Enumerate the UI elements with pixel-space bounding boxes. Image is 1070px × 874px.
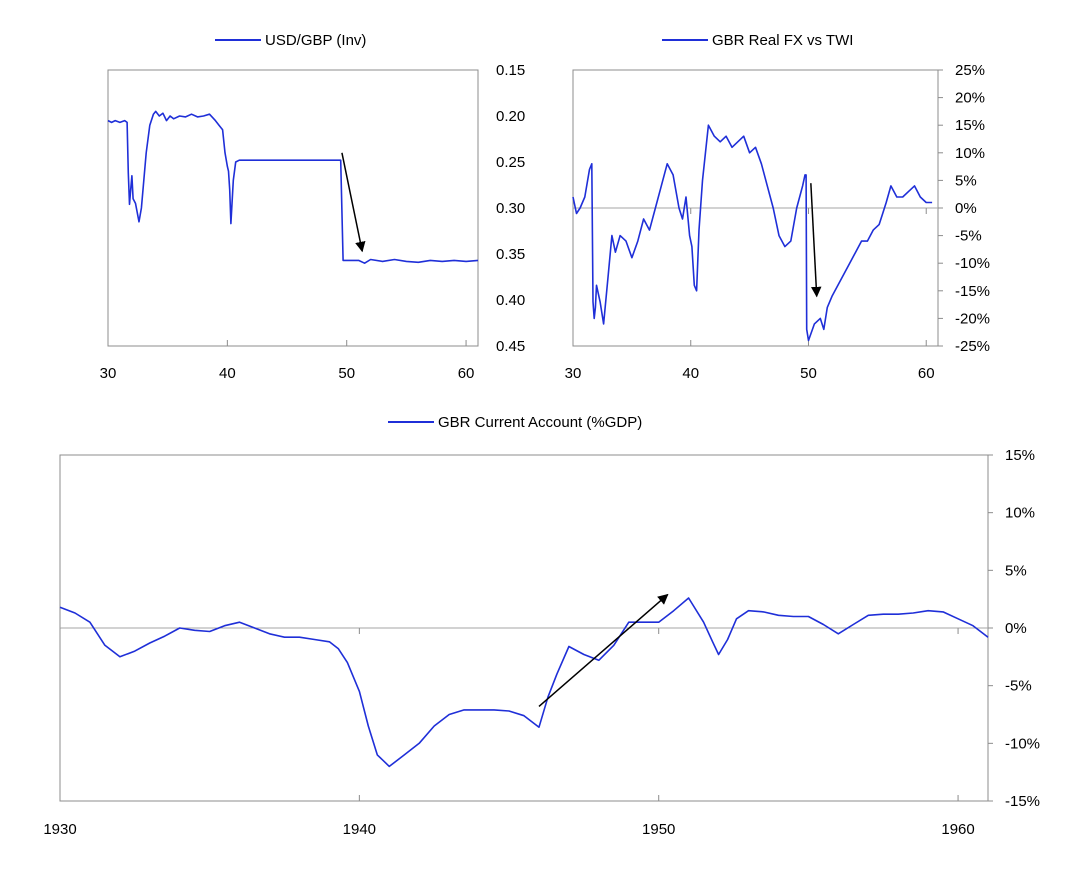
currentaccount-y-tick-label: 15% [1005,447,1035,464]
usd-gbp-annotation [341,152,366,253]
realfx-x-tick-label: 60 [918,365,935,382]
current-account-legend-label: GBR Current Account (%GDP) [438,414,642,431]
currentaccount-x-tick-label: 1940 [343,821,376,838]
usdgbp-x-tick-label: 40 [219,365,236,382]
realfx-trend-arrow [810,183,822,298]
usd-gbp-axes: 30 40 50 60 0.15 0.20 0.25 0.30 0.35 0.40 0.45 [100,62,526,382]
realfx-y-tick-label: 15% [955,117,985,134]
usdgbp-x-tick-label: 50 [338,365,355,382]
usdgbp-y-tick-label: 0.30 [496,200,525,217]
usdgbp-y-tick-label: 0.40 [496,292,525,309]
realfx-y-tick-label: 20% [955,90,985,107]
usdgbp-plot-frame [107,69,479,347]
realfx-y-tick-label: -15% [955,283,990,300]
current-account-series [59,597,989,768]
realfx-y-tick-label: 25% [955,62,985,79]
currentaccount-y-tick-label: 0% [1005,620,1027,637]
usdgbp-y-tick-label: 0.25 [496,154,525,171]
currentaccount-x-tick-label: 1930 [43,821,76,838]
currentaccount-y-tick-label: 10% [1005,505,1035,522]
realfx-y-tick-label: -10% [955,255,990,272]
realfx-x-tick-label: 40 [682,365,699,382]
usd-gbp-legend-label: USD/GBP (Inv) [265,32,366,49]
realfx-y-tick-label: 5% [955,172,977,189]
real-fx-series [572,124,933,342]
realfx-y-tick-label: 0% [955,200,977,217]
current-account-chart: GBR Current Account (%GDP) 1930 1940 1950 1… [43,414,1040,838]
currentaccount-trend-arrow [538,593,669,707]
realfx-y-tick-label: -20% [955,310,990,327]
usdgbp-series-line-0 [107,110,479,265]
realfx-y-tick-label: -5% [955,228,982,245]
currentaccount-x-tick-label: 1960 [941,821,974,838]
realfx-x-tick-label: 30 [565,365,582,382]
currentaccount-series-line-0 [59,597,989,768]
usdgbp-x-tick-label: 30 [100,365,117,382]
realfx-y-tick-label: 10% [955,145,985,162]
usdgbp-y-tick-label: 0.35 [496,246,525,263]
realfx-y-tick-label: -25% [955,338,990,355]
real-fx-chart: GBR Real FX vs TWI 30 40 50 60 25% 20% 15% 10% 5… [565,32,990,382]
current-account-legend: GBR Current Account (%GDP) [388,414,642,431]
real-fx-axes: 30 40 50 60 25% 20% 15% 10% 5% 0% -5% -10% -15% -20% -… [565,62,990,382]
usd-gbp-series [107,110,479,265]
currentaccount-x-tick-label: 1950 [642,821,675,838]
currentaccount-y-tick-label: 5% [1005,562,1027,579]
usdgbp-y-tick-label: 0.15 [496,62,525,79]
currentaccount-y-tick-label: -10% [1005,735,1040,752]
usd-gbp-chart: USD/GBP (Inv) 30 40 50 60 0.15 0.20 0.25 0.30 0.… [100,32,526,382]
usdgbp-trend-arrow [341,152,366,253]
usdgbp-y-tick-label: 0.20 [496,108,525,125]
real-fx-annotation [810,183,822,298]
current-account-annotation [538,593,669,707]
currentaccount-y-tick-label: -15% [1005,793,1040,810]
usdgbp-y-tick-label: 0.45 [496,338,525,355]
realfx-series-line-0 [572,124,933,342]
currentaccount-y-tick-label: -5% [1005,678,1032,695]
real-fx-legend-label: GBR Real FX vs TWI [712,32,853,49]
realfx-x-tick-label: 50 [800,365,817,382]
usd-gbp-legend: USD/GBP (Inv) [215,32,366,49]
current-account-axes: 1930 1940 1950 1960 15% 10% 5% 0% -5% -10% -15% [43,447,1040,838]
usdgbp-x-tick-label: 60 [458,365,475,382]
real-fx-legend: GBR Real FX vs TWI [662,32,853,49]
